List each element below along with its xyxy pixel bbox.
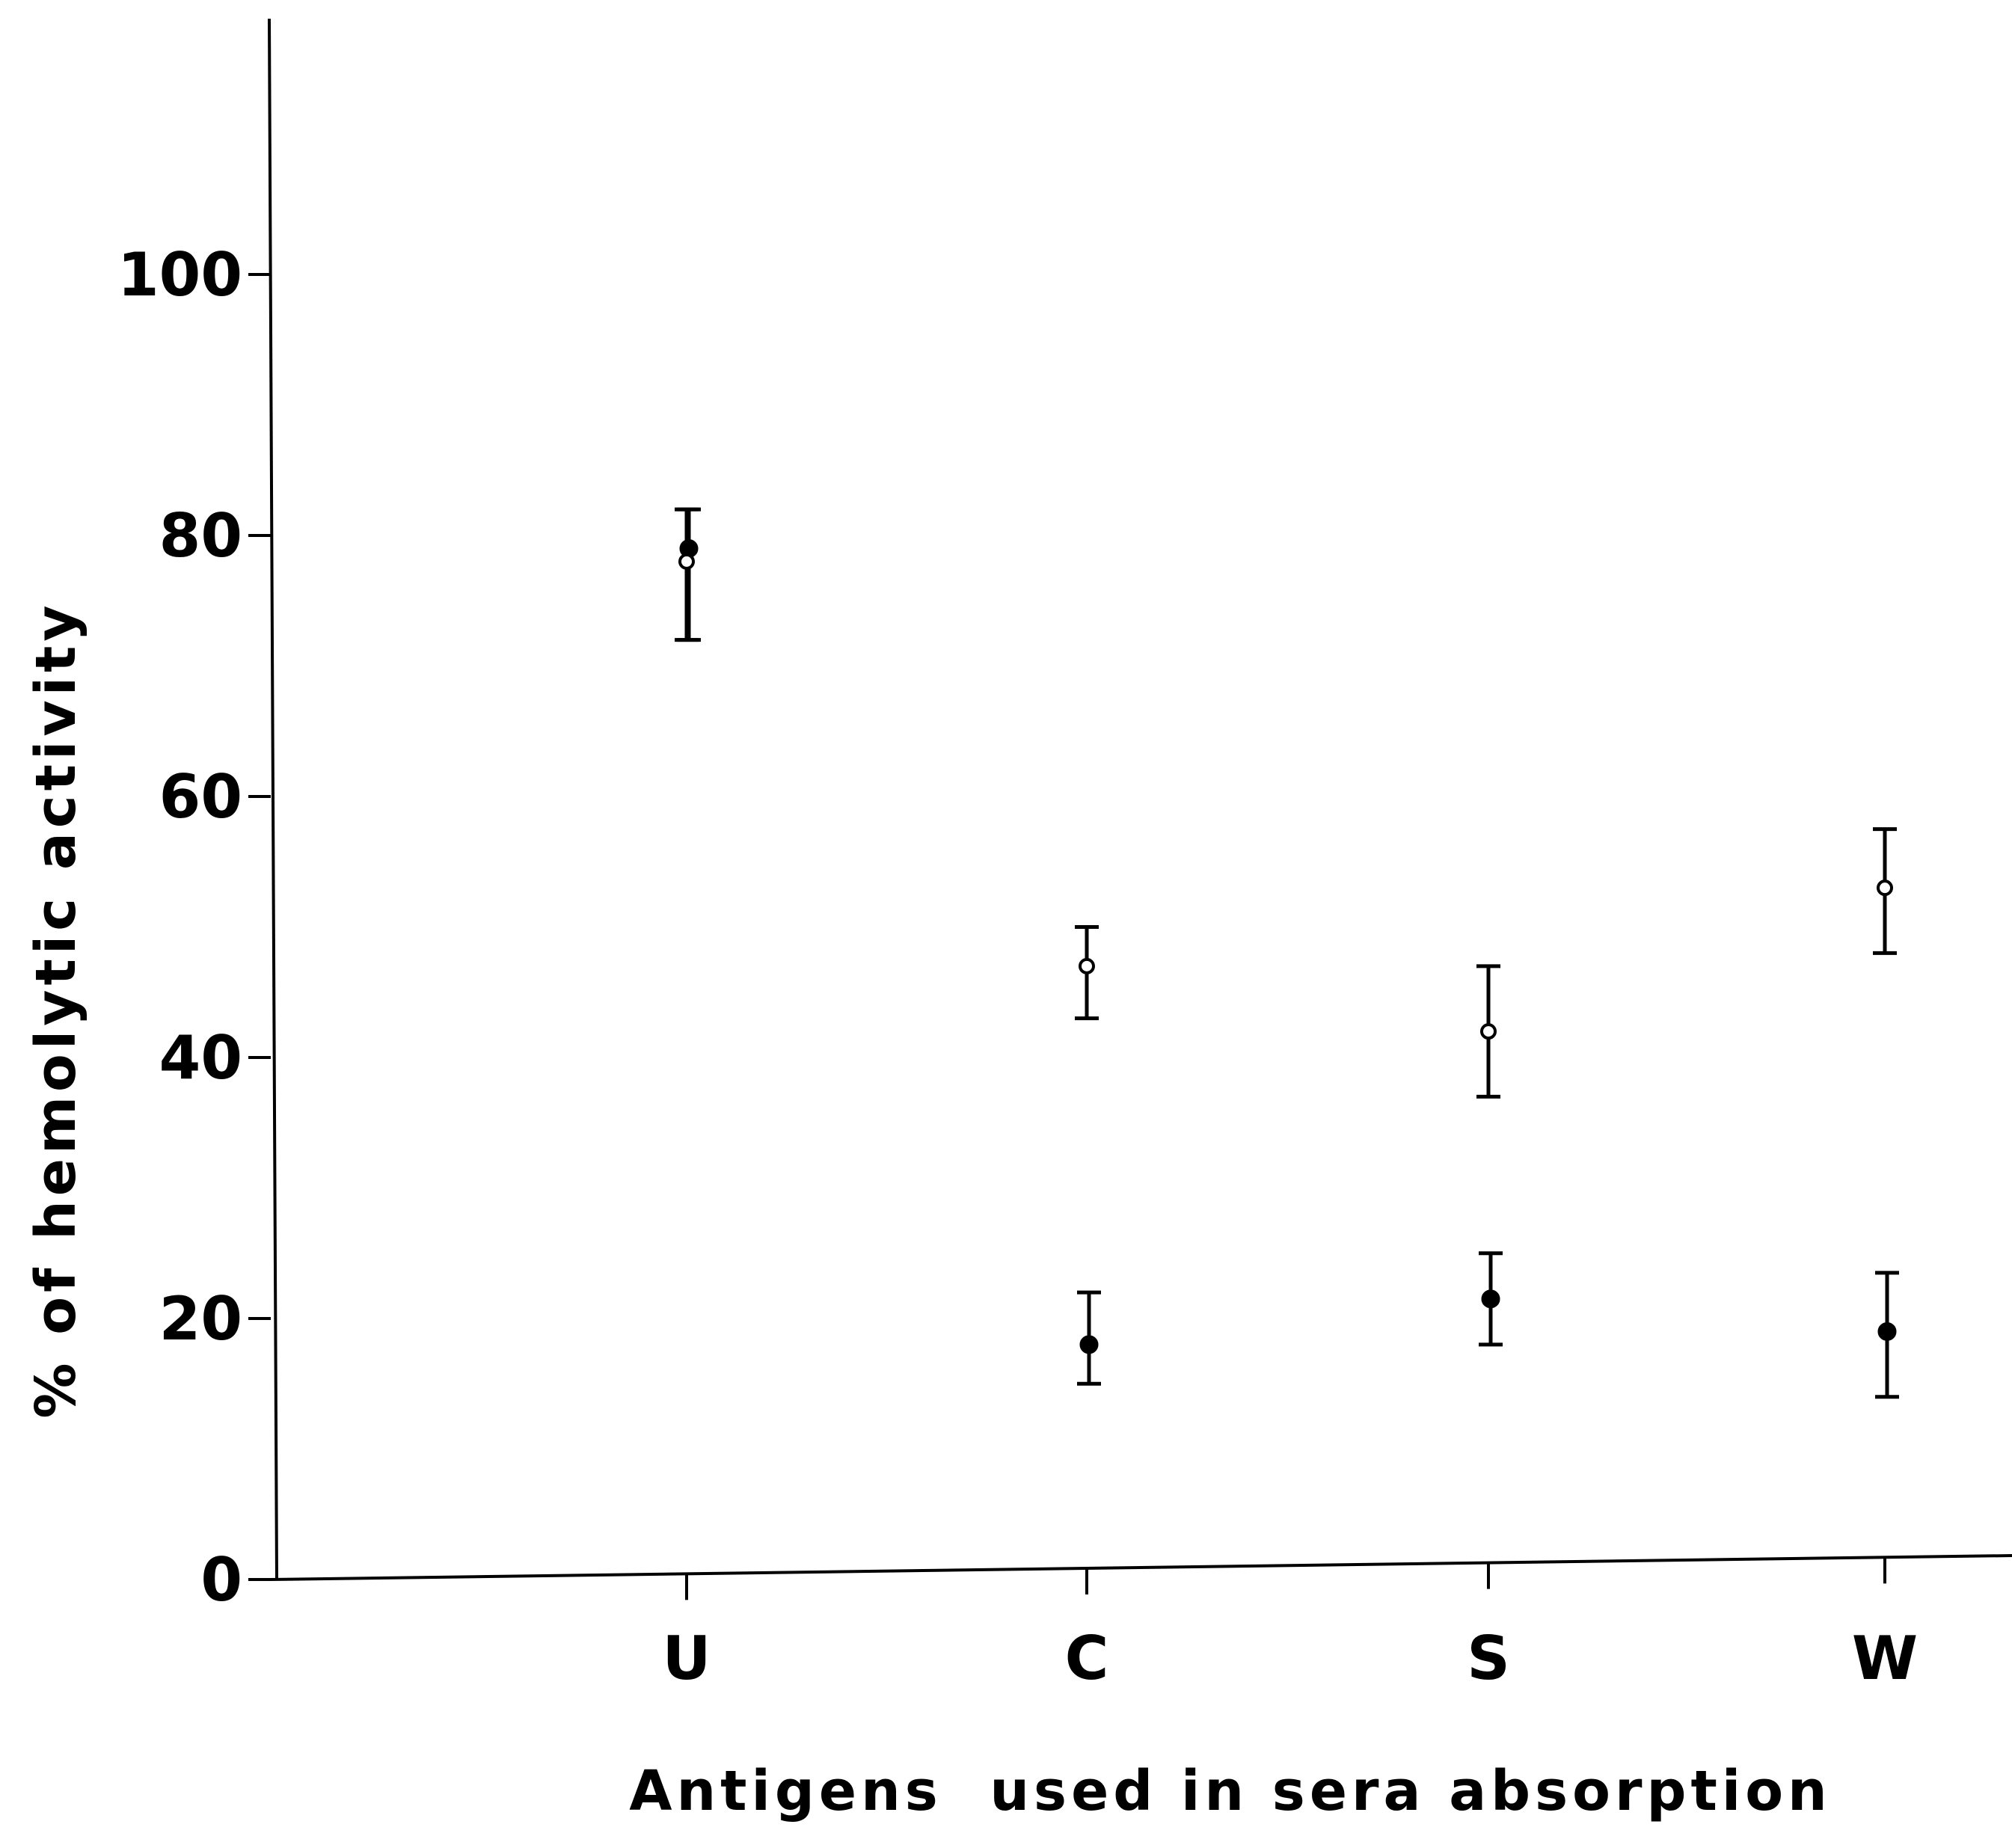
data-point-open: [1079, 957, 1095, 974]
data-point-open: [1877, 880, 1893, 897]
y-ticks: 0 20 40 60 80 100: [117, 240, 271, 1615]
x-axis-line: [269, 1554, 2012, 1581]
y-axis-title: % of hemolytic activity: [24, 601, 88, 1418]
data-point-filled: [1877, 1321, 1897, 1341]
y-tick-label: 80: [159, 501, 242, 571]
x-category-label: S: [1467, 1624, 1510, 1693]
x-category-label: U: [663, 1624, 711, 1693]
y-tick-label: 60: [159, 762, 242, 832]
data-point-open: [1480, 1023, 1497, 1040]
y-tick-label: 40: [159, 1023, 242, 1093]
data-point-filled: [1079, 1335, 1099, 1354]
x-axis-title: Antigens used in sera absorption: [629, 1759, 1832, 1823]
x-category-label: C: [1065, 1624, 1109, 1693]
y-tick-label: 0: [200, 1545, 242, 1615]
x-category-label: W: [1852, 1624, 1918, 1693]
data-points: [675, 507, 1899, 1399]
y-axis-line: [268, 18, 278, 1580]
y-tick-label: 20: [159, 1284, 242, 1354]
data-point-open: [678, 553, 695, 570]
y-tick-label: 100: [117, 240, 242, 310]
data-point-filled: [1481, 1289, 1500, 1309]
